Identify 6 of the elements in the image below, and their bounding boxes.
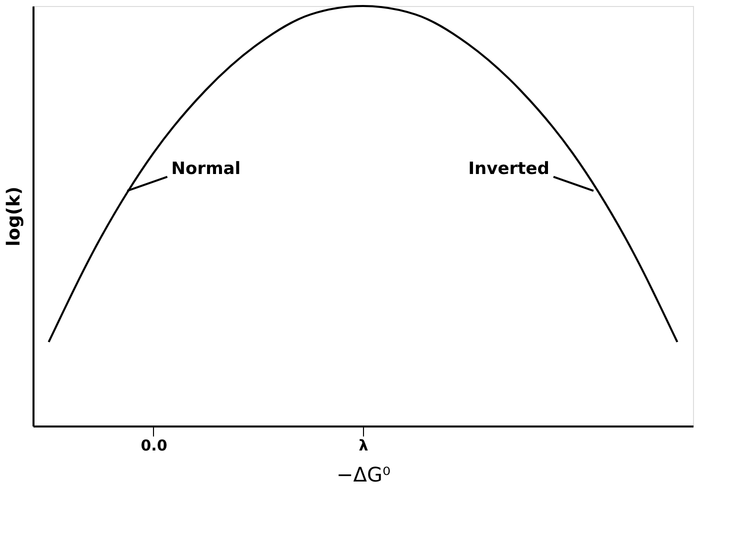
x-tick-label: λ xyxy=(358,436,369,454)
x-tick-label: 0.0 xyxy=(140,436,168,454)
annotation: Normal xyxy=(171,158,241,179)
x-axis-title: −ΔG⁰ xyxy=(336,462,390,486)
annotation: Inverted xyxy=(468,158,550,179)
y-axis-title: log(k) xyxy=(4,186,24,246)
